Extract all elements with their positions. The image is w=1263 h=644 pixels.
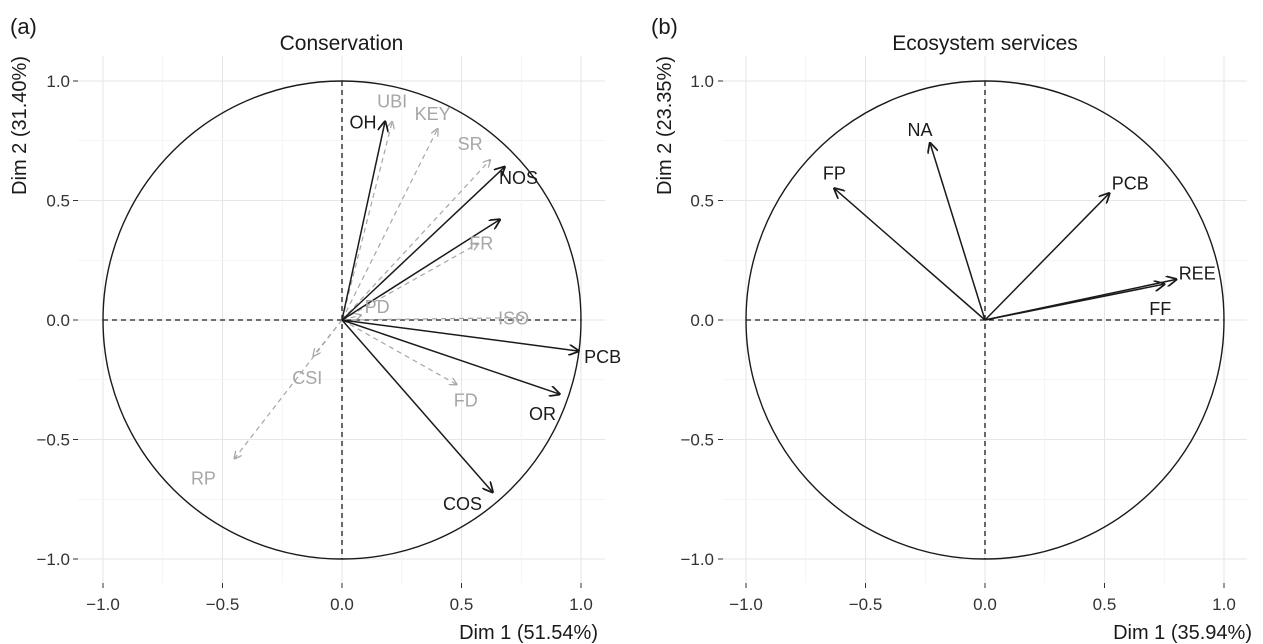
x-axis-title: Dim 1 (51.54%)	[459, 622, 598, 644]
y-tick-label: 0.5	[690, 192, 714, 211]
y-tick-label: 0.0	[46, 311, 70, 330]
y-tick-label: −0.5	[680, 431, 714, 450]
vector-arrow-oh	[341, 122, 385, 321]
x-tick-label: 0.0	[973, 595, 997, 614]
vector-label-csi: CSI	[292, 368, 322, 388]
vector-arrow-iso	[341, 318, 524, 320]
vector-label-ff: FF	[1149, 299, 1171, 319]
vector-label-oh: OH	[350, 113, 377, 133]
x-axis-title: Dim 1 (35.94%)	[1113, 622, 1252, 644]
vector-arrow-cos	[341, 319, 493, 492]
x-tick-label: 0.5	[1093, 595, 1117, 614]
vector-arrow-pd	[341, 315, 361, 320]
x-tick-label: 0.5	[450, 595, 474, 614]
vector-arrow-ff	[984, 284, 1164, 321]
vector-arrow	[341, 220, 500, 321]
x-tick-label: 1.0	[1212, 595, 1236, 614]
x-tick-label: 0.0	[330, 595, 354, 614]
y-tick-label: 1.0	[690, 72, 714, 91]
vector-label-ree: REE	[1179, 263, 1216, 283]
vector-label-fd: FD	[454, 391, 478, 411]
vector-arrow-pcb	[341, 319, 579, 351]
vector-arrow-fp	[834, 189, 986, 321]
vector-label-rp: RP	[191, 469, 216, 489]
vector-label-na: NA	[908, 120, 933, 140]
vector-label-pcb: PCB	[584, 347, 621, 367]
vector-arrow-nos	[341, 167, 505, 321]
chart-panel-b: −1.0 −0.5 0.0 0.5 1.0 −1.0 −0.5 0.0 0.5 1.0 NA FP PC…	[651, 14, 1252, 644]
panel-label: (a)	[10, 14, 37, 39]
panel-label: (b)	[651, 14, 678, 39]
x-tick-label: −1.0	[729, 595, 763, 614]
vector-arrow-fr	[341, 244, 478, 321]
x-tick-label: −0.5	[849, 595, 883, 614]
y-tick-label: 1.0	[46, 72, 70, 91]
vector-arrow-rp	[234, 319, 343, 459]
chart-panel-a: −1.0 −0.5 0.0 0.5 1.0 −1.0 −0.5 0.0 0.5 1.0 OH NOS P…	[9, 14, 621, 644]
vector-arrow-fd	[341, 319, 457, 385]
vector-label-ubi: UBI	[377, 92, 407, 112]
vector-label-key: KEY	[415, 104, 451, 124]
x-tick-label: −1.0	[86, 595, 120, 614]
y-tick-label: 0.5	[46, 192, 70, 211]
vector-arrow-or	[341, 319, 559, 394]
vector-label-iso: ISO	[498, 309, 529, 329]
x-tick-label: −0.5	[206, 595, 240, 614]
x-tick-label: 1.0	[569, 595, 593, 614]
y-tick-label: 0.0	[690, 311, 714, 330]
vector-label-fr: FR	[469, 234, 493, 254]
vector-label-pcb: PCB	[1112, 173, 1149, 193]
vector-label-sr: SR	[458, 134, 483, 154]
y-tick-label: −1.0	[36, 550, 70, 569]
vector-label-or: OR	[529, 404, 556, 424]
vector-label-fp: FP	[823, 164, 846, 184]
chart-title: Ecosystem services	[892, 32, 1078, 55]
vector-arrow-sr	[341, 160, 490, 321]
vector-arrow-ubi	[341, 122, 392, 321]
vector-label-pd: PD	[365, 297, 390, 317]
y-axis-title: Dim 2 (31.40%)	[9, 56, 31, 195]
y-tick-label: −1.0	[680, 550, 714, 569]
vector-arrow-na	[930, 143, 986, 321]
vector-arrow-pcb	[984, 193, 1109, 321]
chart-title: Conservation	[280, 32, 404, 55]
y-axis-title: Dim 2 (23.35%)	[654, 56, 676, 195]
y-tick-label: −0.5	[36, 431, 70, 450]
vector-label-nos: NOS	[499, 168, 538, 188]
vector-label-cos: COS	[443, 494, 482, 514]
